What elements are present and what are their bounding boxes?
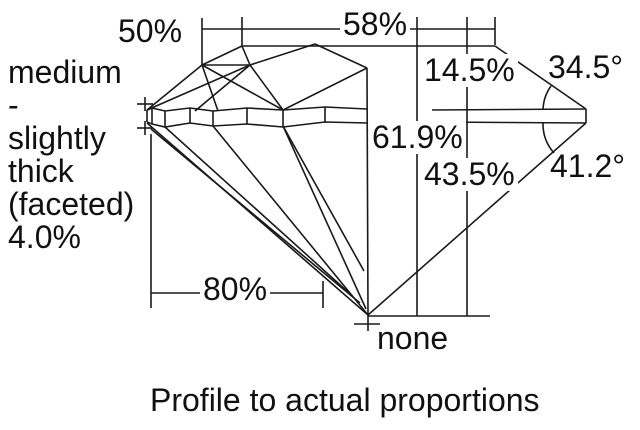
girdle-description-line: 4.0%: [8, 219, 81, 255]
tick-marks: [137, 97, 380, 331]
girdle-description-line: thick: [8, 153, 74, 189]
girdle-description-line: medium: [8, 54, 122, 90]
crown-height-label: 14.5%: [421, 54, 518, 87]
culet-size-label: none: [377, 320, 449, 356]
lower-girdle-length-label: 80%: [200, 273, 271, 306]
girdle-description: medium - slightly thick (faceted) 4.0%: [8, 56, 134, 254]
total-depth-label: 61.9%: [369, 121, 466, 154]
crown-facets: [146, 43, 369, 316]
pavilion-angle-arc: [542, 122, 555, 154]
angle-arcs: [542, 85, 555, 154]
diagram-caption: Profile to actual proportions: [150, 382, 540, 418]
crown-angle-arc: [542, 85, 552, 111]
crown-angle-label: 34.5°: [548, 49, 624, 85]
pavilion-facets: [150, 125, 369, 316]
star-facet-length-label: 50%: [118, 13, 183, 49]
table-size-label: 58%: [340, 8, 411, 41]
pavilion-depth-label: 43.5%: [421, 158, 518, 191]
girdle-description-line: -: [8, 87, 19, 123]
diamond-outline: [146, 45, 587, 316]
girdle-description-line: slightly: [8, 120, 106, 156]
girdle-description-line: (faceted): [8, 186, 135, 222]
pavilion-angle-label: 41.2°: [550, 148, 626, 184]
